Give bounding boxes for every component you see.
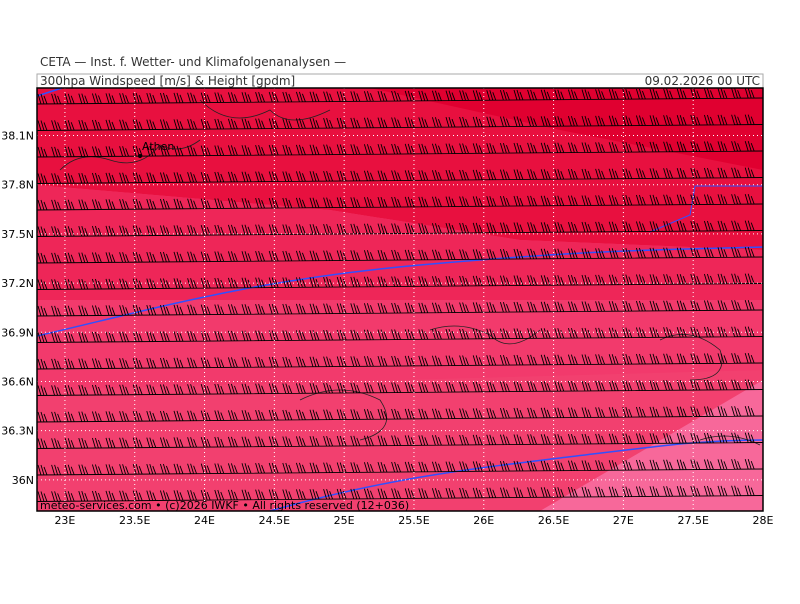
x-tick-label: 26E — [473, 514, 494, 527]
x-tick-label: 24E — [194, 514, 215, 527]
x-tick-label: 27.5E — [677, 514, 708, 527]
x-tick-label: 26.5E — [538, 514, 569, 527]
y-tick-label: 36.9N — [1, 326, 34, 339]
y-tick-label: 36.6N — [1, 375, 34, 388]
x-tick-label: 23.5E — [119, 514, 150, 527]
y-tick-label: 37.8N — [1, 179, 34, 192]
y-tick-label: 37.5N — [1, 228, 34, 241]
map-date: 09.02.2026 00 UTC — [645, 74, 760, 88]
footer: meteo-services.com • (c)2026 IWKF • All … — [40, 499, 409, 512]
x-tick-label: 24.5E — [259, 514, 290, 527]
y-tick-label: 38.1N — [1, 130, 34, 143]
x-tick-label: 27E — [613, 514, 634, 527]
x-tick-label: 23E — [54, 514, 75, 527]
map-area: Athen meteo-services.com • (c)2026 IWKF … — [36, 87, 764, 512]
y-tick-label: 37.2N — [1, 277, 34, 290]
institute: CETA — Inst. f. Wetter- und Klimafolgena… — [40, 55, 346, 69]
map-title: 300hpa Windspeed [m/s] & Height [gpdm] — [40, 74, 295, 88]
wind-barbs — [36, 87, 764, 502]
y-tick-label: 36.3N — [1, 425, 34, 438]
city-label: Athen — [142, 140, 174, 153]
y-tick-label: 36N — [12, 474, 34, 487]
x-tick-label: 25E — [334, 514, 355, 527]
map-frame — [36, 87, 764, 512]
x-tick-label: 28E — [753, 514, 774, 527]
x-tick-label: 25.5E — [398, 514, 429, 527]
